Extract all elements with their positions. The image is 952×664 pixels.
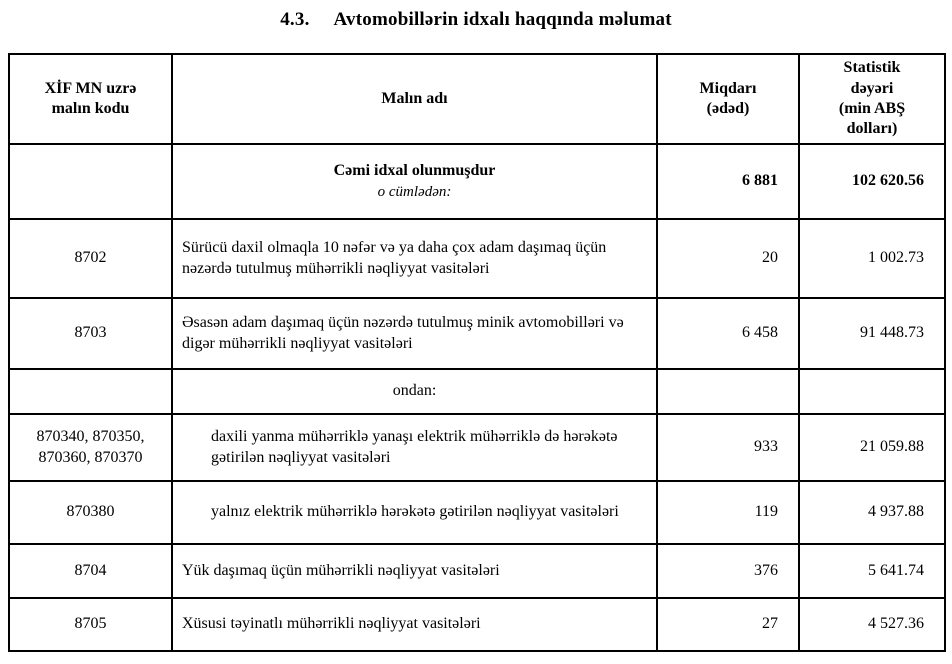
column-header-value-line: (min ABŞ bbox=[838, 100, 906, 117]
cell-value: 1 002.73 bbox=[798, 218, 946, 299]
table-row: 8703 Əsasən adam daşımaq üçün nəzərdə tu… bbox=[8, 297, 946, 370]
section-title-text: Avtomobillərin idxalı haqqında məlumat bbox=[333, 9, 672, 30]
cell-value bbox=[798, 368, 946, 415]
column-header-code-line: XİF MN uzrə bbox=[44, 79, 137, 97]
table-row-total: Cəmi idxal olunmuşdur o cümlədən: 6 881 … bbox=[8, 143, 946, 220]
cell-value: 91 448.73 bbox=[798, 297, 946, 370]
column-header-value-line: dolları) bbox=[846, 120, 898, 138]
column-header-name: Malın adı bbox=[171, 53, 658, 145]
cell-code bbox=[8, 143, 173, 220]
cell-value: 21 059.88 bbox=[798, 413, 946, 482]
table-row: 8702 Sürücü daxil olmaqla 10 nəfər və ya… bbox=[8, 218, 946, 299]
column-header-quantity-line: (ədəd) bbox=[706, 100, 750, 117]
table-row: 870380 yalnız elektrik mühərriklə hərəkə… bbox=[8, 480, 946, 545]
column-header-name-line: Malın adı bbox=[381, 89, 448, 107]
cell-name: Cəmi idxal olunmuşdur o cümlədən: bbox=[171, 143, 658, 220]
cell-code bbox=[8, 368, 173, 415]
cell-name: ondan: bbox=[171, 368, 658, 415]
cell-quantity: 6 881 bbox=[656, 143, 800, 220]
cell-name: daxili yanma mühərriklə yanaşı elektrik … bbox=[171, 413, 658, 482]
cell-quantity: 27 bbox=[656, 597, 800, 652]
cell-value: 5 641.74 bbox=[798, 543, 946, 599]
cell-quantity bbox=[656, 368, 800, 415]
table-row-ondan: ondan: bbox=[8, 368, 946, 415]
section-number: 4.3. bbox=[280, 9, 310, 30]
cell-code: 8705 bbox=[8, 597, 173, 652]
cell-name: Yük daşımaq üçün mühərrikli nəqliyyat va… bbox=[171, 543, 658, 599]
cell-name: Sürücü daxil olmaqla 10 nəfər və ya daha… bbox=[171, 218, 658, 299]
total-label: Cəmi idxal olunmuşdur bbox=[333, 161, 496, 179]
cell-code: 8704 bbox=[8, 543, 173, 599]
column-header-code: XİF MN uzrə malın kodu bbox=[8, 53, 173, 145]
cell-value: 4 527.36 bbox=[798, 597, 946, 652]
cell-code: 870340, 870350, 870360, 870370 bbox=[8, 413, 173, 482]
cell-code: 8702 bbox=[8, 218, 173, 299]
cell-quantity: 6 458 bbox=[656, 297, 800, 370]
table-row: 8704 Yük daşımaq üçün mühərrikli nəqliyy… bbox=[8, 543, 946, 599]
column-header-value-line: dəyəri bbox=[850, 79, 894, 97]
column-header-value-line: Statistik bbox=[843, 59, 901, 77]
table-row: 870340, 870350, 870360, 870370 daxili ya… bbox=[8, 413, 946, 482]
table-row: 8705 Xüsusi təyinatlı mühərrikli nəqliyy… bbox=[8, 597, 946, 652]
cell-quantity: 119 bbox=[656, 480, 800, 545]
column-header-value: Statistik dəyəri (min ABŞ dolları) bbox=[798, 53, 946, 145]
column-header-quantity: Miqdarı (ədəd) bbox=[656, 53, 800, 145]
cell-name: Əsasən adam daşımaq üçün nəzərdə tutulmu… bbox=[171, 297, 658, 370]
table-header-row: XİF MN uzrə malın kodu Malın adı Miqdarı… bbox=[8, 53, 946, 145]
cell-code: 8703 bbox=[8, 297, 173, 370]
cell-value: 102 620.56 bbox=[798, 143, 946, 220]
cell-code: 870380 bbox=[8, 480, 173, 545]
cell-value: 4 937.88 bbox=[798, 480, 946, 545]
import-table: XİF MN uzrə malın kodu Malın adı Miqdarı… bbox=[8, 53, 946, 652]
cell-quantity: 20 bbox=[656, 218, 800, 299]
column-header-quantity-line: Miqdarı bbox=[699, 79, 757, 97]
cell-name: yalnız elektrik mühərriklə hərəkətə gəti… bbox=[171, 480, 658, 545]
cell-name: Xüsusi təyinatlı mühərrikli nəqliyyat va… bbox=[171, 597, 658, 652]
total-sublabel: o cümlədən: bbox=[377, 183, 452, 200]
cell-quantity: 933 bbox=[656, 413, 800, 482]
column-header-code-line: malın kodu bbox=[51, 100, 130, 117]
section-title: 4.3. Avtomobillərin idxalı haqqında məlum… bbox=[0, 9, 952, 31]
cell-quantity: 376 bbox=[656, 543, 800, 599]
